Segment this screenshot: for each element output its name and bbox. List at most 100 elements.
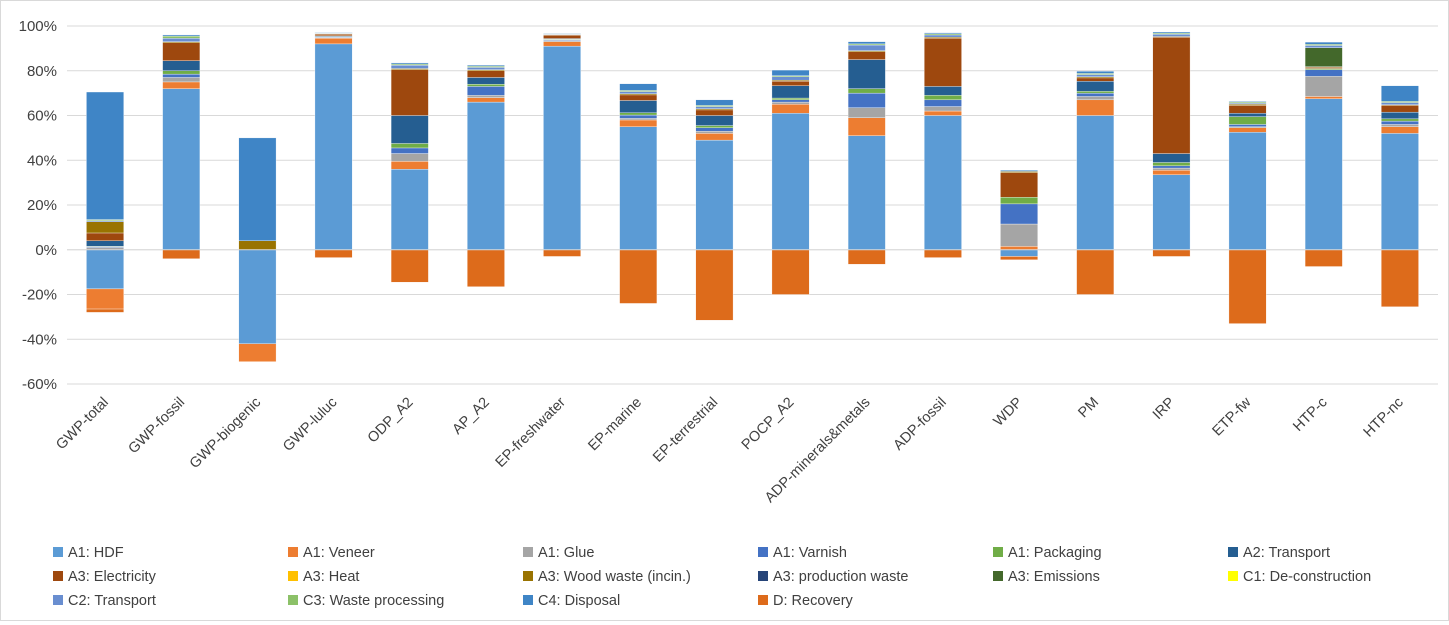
bar-segment: [1076, 115, 1115, 250]
bar-segment: [1000, 203, 1038, 225]
bar-segment: [1304, 45, 1343, 48]
legend-label: A1: Veneer: [303, 545, 375, 561]
bar-segment: [619, 118, 658, 121]
bar-segment: [771, 76, 810, 81]
bar-segment: [1381, 105, 1419, 113]
bar-segment: [1381, 133, 1419, 250]
bar-segment: [771, 113, 810, 250]
legend-swatch: [1228, 571, 1238, 581]
legend-swatch: [758, 547, 768, 557]
bar-segment: [771, 69, 810, 76]
bar-segment: [695, 125, 734, 128]
bar-segment: [86, 91, 124, 220]
bar-segment: [695, 115, 734, 126]
bar-segment: [847, 41, 886, 45]
bar-segment: [695, 139, 734, 250]
bar-segment: [771, 85, 810, 99]
bar-segment: [695, 249, 734, 321]
bar-segment: [695, 99, 734, 106]
y-tick-label: 100%: [19, 18, 57, 35]
bar-segment: [390, 64, 429, 69]
bar-segment: [695, 127, 734, 132]
legend-swatch: [758, 595, 768, 605]
bar-segment: [238, 137, 277, 241]
bar-segment: [1381, 120, 1419, 125]
legend-swatch: [53, 547, 63, 557]
bar-segment: [1152, 153, 1191, 163]
legend-label: A2: Transport: [1243, 545, 1330, 561]
bar-segment: [543, 41, 581, 47]
bar-segment: [847, 249, 886, 265]
legend-swatch: [53, 571, 63, 581]
bar-segment: [1304, 69, 1343, 77]
bar-segment: [847, 88, 886, 94]
legend-label: A1: Packaging: [1008, 545, 1102, 561]
bar-segment: [86, 249, 124, 290]
y-tick-label: 20%: [27, 197, 57, 214]
legend: A1: HDF A1: Veneer A1: Glue A1: Varnish A1: …: [53, 545, 1371, 609]
bar-segment: [619, 114, 658, 119]
bar-segment: [162, 38, 201, 42]
bar-segment: [847, 107, 886, 118]
bar-segment: [162, 60, 201, 71]
bar-segment: [390, 249, 429, 283]
bar-segment: [771, 99, 810, 103]
bar-segment: [1076, 71, 1115, 74]
bar-segment: [1381, 85, 1419, 102]
bar-segment: [1304, 76, 1343, 97]
bar-segment: [467, 77, 505, 85]
bar-segment: [390, 69, 429, 116]
bar-segment: [1304, 41, 1343, 45]
bar-segment: [924, 249, 962, 258]
bar-segment: [1228, 249, 1267, 324]
bar-segment: [1000, 249, 1038, 257]
bar-segment: [390, 169, 429, 250]
legend-swatch: [288, 595, 298, 605]
legend-label: C3: Waste processing: [303, 593, 444, 609]
x-tick-label: AP_A2: [450, 395, 493, 438]
x-tick-label: ETP-fw: [1209, 394, 1254, 439]
bar-segment: [162, 70, 201, 75]
bar-segment: [86, 221, 124, 234]
bar-segment: [314, 43, 353, 250]
bar-segment: [695, 133, 734, 141]
bar-segment: [162, 77, 201, 83]
bar-segment: [1228, 105, 1267, 114]
bar-segment: [1381, 111, 1419, 120]
bar-segment: [467, 64, 505, 67]
legend-label: A3: Electricity: [68, 569, 157, 585]
bar-segment: [1000, 172, 1038, 198]
bar-segment: [314, 38, 353, 45]
bar-segment: [619, 91, 658, 94]
bar-segment: [1152, 249, 1191, 257]
bar-segment: [1152, 167, 1191, 171]
x-tick-label: HTP-nc: [1361, 395, 1407, 441]
bar-segment: [467, 97, 505, 103]
bar-segment: [771, 249, 810, 295]
bar-segment: [619, 119, 658, 127]
legend-swatch: [288, 547, 298, 557]
bar-segment: [1152, 162, 1191, 167]
legend-swatch: [523, 547, 533, 557]
bar-segment: [467, 67, 505, 70]
bar-segment: [1000, 246, 1038, 250]
bar-segment: [619, 249, 658, 304]
bar-segment: [162, 73, 201, 78]
bar-segment: [847, 117, 886, 136]
bar-segment: [1381, 118, 1419, 122]
bar-segment: [86, 288, 124, 310]
x-tick-label: GWP-luluc: [280, 395, 340, 455]
bar-segment: [771, 104, 810, 114]
bar-segment: [1228, 113, 1267, 117]
legend-label: A3: Heat: [303, 569, 359, 585]
bar-segment: [1228, 101, 1267, 103]
x-tick-label: GWP-total: [53, 395, 112, 454]
bar-segment: [390, 153, 429, 162]
bar-segment: [1076, 77, 1115, 82]
legend-swatch: [523, 595, 533, 605]
bar-segment: [924, 32, 962, 35]
bar-segment: [162, 34, 201, 37]
bar-segment: [314, 32, 353, 33]
bar-segment: [924, 86, 962, 96]
bar-segment: [1152, 165, 1191, 169]
